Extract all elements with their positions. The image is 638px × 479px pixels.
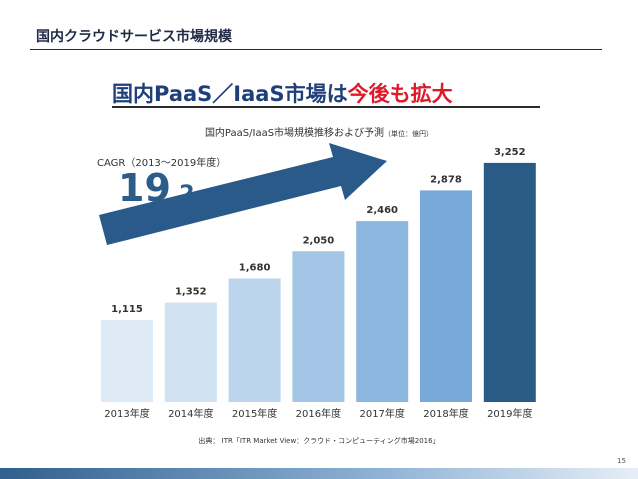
cagr-value: 19.2% [118,166,207,210]
category-label: 2017年度 [359,407,404,420]
cagr-decimal: .2 [170,182,195,207]
bar-2016年度 [292,251,345,402]
chart-title-main: 国内PaaS/IaaS市場規模推移および予測 [204,128,385,139]
headline: 国内PaaS／IaaS市場は今後も拡大 [112,78,453,108]
footer-bar [0,468,638,479]
page-number: 15 [617,457,626,465]
category-label: 2014年度 [168,407,213,420]
category-label: 2015年度 [232,407,277,420]
bar-2019年度 [483,162,536,402]
headline-underline [112,106,540,108]
cagr-percent: % [194,190,207,204]
bar-2018年度 [420,190,472,402]
bar-2013年度 [101,320,153,402]
bar-2015年度 [228,278,281,402]
category-label: 2013年度 [104,407,149,420]
headline-prefix: 国内PaaS／IaaS市場は [112,82,348,106]
chart-title-unit: （単位：億円） [384,130,434,138]
bar-2014年度 [164,302,217,402]
value-label: 2,878 [430,174,462,185]
cagr-integer: 19 [118,166,171,210]
headline-emphasis: 今後も拡大 [347,82,453,106]
value-label: 3,252 [494,147,526,158]
category-label: 2019年度 [487,407,532,420]
value-label: 1,115 [111,304,143,315]
source-note: 出典： ITR「ITR Market View：クラウド・コンピューティング市場… [198,437,440,445]
header-title: 国内クラウドサービス市場規模 [36,29,232,45]
bar-2017年度 [356,221,409,402]
value-label: 2,050 [303,235,335,246]
value-label: 1,680 [239,262,271,273]
growth-arrow-icon [99,143,387,245]
chart-title: 国内PaaS/IaaS市場規模推移および予測（単位：億円） [0,124,638,139]
category-label: 2016年度 [296,407,341,420]
header-divider [30,49,602,50]
value-label: 1,352 [175,287,207,298]
cagr-label: CAGR（2013～2019年度） [97,158,227,169]
value-label: 2,460 [366,205,398,216]
category-label: 2018年度 [423,407,468,420]
